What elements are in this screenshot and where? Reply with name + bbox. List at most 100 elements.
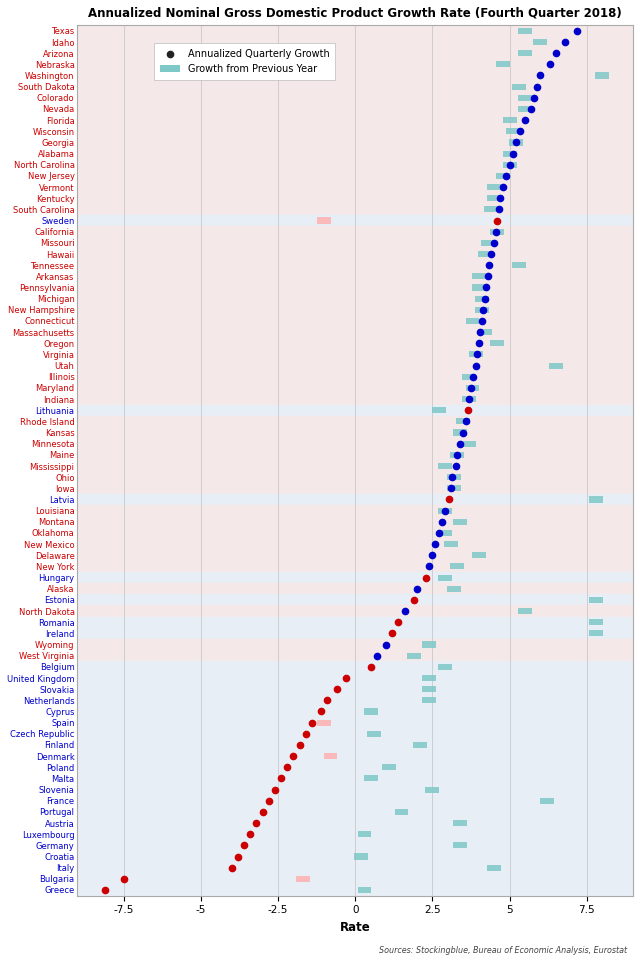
Bar — [497, 173, 510, 179]
Bar — [413, 742, 427, 748]
Bar — [77, 739, 633, 751]
Bar — [77, 806, 633, 818]
Bar — [453, 518, 467, 525]
Bar — [487, 195, 501, 202]
Bar — [77, 170, 633, 181]
Bar — [77, 784, 633, 795]
Bar — [77, 706, 633, 717]
Bar — [77, 404, 633, 416]
Bar — [77, 695, 633, 706]
Bar — [595, 72, 609, 79]
Bar — [77, 751, 633, 761]
Bar — [77, 193, 633, 204]
Bar — [77, 181, 633, 193]
Bar — [487, 865, 501, 871]
Bar — [77, 572, 633, 583]
Bar — [77, 650, 633, 661]
Bar — [77, 126, 633, 137]
Bar — [77, 493, 633, 505]
Bar — [475, 296, 489, 301]
Bar — [422, 697, 436, 704]
Bar — [77, 818, 633, 828]
Bar — [77, 360, 633, 372]
Bar — [589, 631, 603, 636]
Bar — [77, 271, 633, 282]
Text: Sources: Stockingblue, Bureau of Economic Analysis, Eurostat: Sources: Stockingblue, Bureau of Economi… — [379, 947, 627, 955]
Bar — [77, 348, 633, 360]
Bar — [478, 329, 492, 335]
Bar — [317, 218, 332, 224]
Bar — [422, 641, 436, 648]
Bar — [77, 550, 633, 561]
Bar — [382, 764, 396, 770]
Bar — [453, 820, 467, 827]
Bar — [502, 151, 516, 156]
Bar — [463, 441, 476, 446]
Title: Annualized Nominal Gross Domestic Product Growth Rate (Fourth Quarter 2018): Annualized Nominal Gross Domestic Produc… — [88, 7, 622, 20]
Bar — [77, 773, 633, 784]
Bar — [77, 639, 633, 650]
Bar — [438, 463, 452, 469]
Bar — [77, 204, 633, 215]
Bar — [77, 483, 633, 493]
Bar — [77, 828, 633, 840]
Bar — [77, 137, 633, 148]
Bar — [77, 561, 633, 572]
Legend: Annualized Quarterly Growth, Growth from Previous Year: Annualized Quarterly Growth, Growth from… — [154, 43, 335, 80]
Bar — [77, 539, 633, 550]
Bar — [518, 608, 532, 614]
Bar — [296, 876, 310, 882]
Bar — [487, 184, 501, 190]
Bar — [447, 586, 461, 591]
Bar — [77, 717, 633, 729]
Bar — [77, 672, 633, 684]
Bar — [426, 786, 439, 793]
Bar — [450, 564, 464, 569]
Bar — [77, 416, 633, 427]
Bar — [77, 438, 633, 449]
Bar — [447, 474, 461, 480]
Bar — [77, 249, 633, 259]
Bar — [456, 419, 470, 424]
Bar — [453, 429, 467, 436]
Bar — [438, 508, 452, 514]
Bar — [447, 485, 461, 492]
Bar — [502, 117, 516, 123]
Bar — [463, 373, 476, 380]
Bar — [77, 114, 633, 126]
Bar — [438, 574, 452, 581]
X-axis label: Rate: Rate — [340, 921, 371, 934]
Bar — [77, 70, 633, 81]
Bar — [77, 372, 633, 382]
Bar — [431, 407, 445, 414]
Bar — [77, 851, 633, 862]
Bar — [472, 552, 486, 559]
Bar — [77, 583, 633, 594]
Bar — [358, 887, 371, 893]
Bar — [77, 628, 633, 639]
Bar — [490, 228, 504, 235]
Bar — [324, 753, 337, 759]
Bar — [589, 619, 603, 625]
Bar — [509, 139, 523, 146]
Bar — [77, 394, 633, 404]
Bar — [518, 95, 532, 101]
Bar — [77, 282, 633, 293]
Bar — [463, 396, 476, 402]
Bar — [77, 606, 633, 616]
Bar — [77, 795, 633, 806]
Bar — [497, 61, 510, 67]
Bar — [438, 530, 452, 536]
Bar — [481, 240, 495, 246]
Bar — [484, 206, 498, 212]
Bar — [512, 262, 526, 268]
Bar — [77, 25, 633, 36]
Bar — [77, 594, 633, 606]
Bar — [77, 382, 633, 394]
Bar — [77, 840, 633, 851]
Bar — [77, 36, 633, 48]
Bar — [77, 104, 633, 114]
Bar — [77, 516, 633, 527]
Bar — [77, 684, 633, 695]
Bar — [77, 326, 633, 338]
